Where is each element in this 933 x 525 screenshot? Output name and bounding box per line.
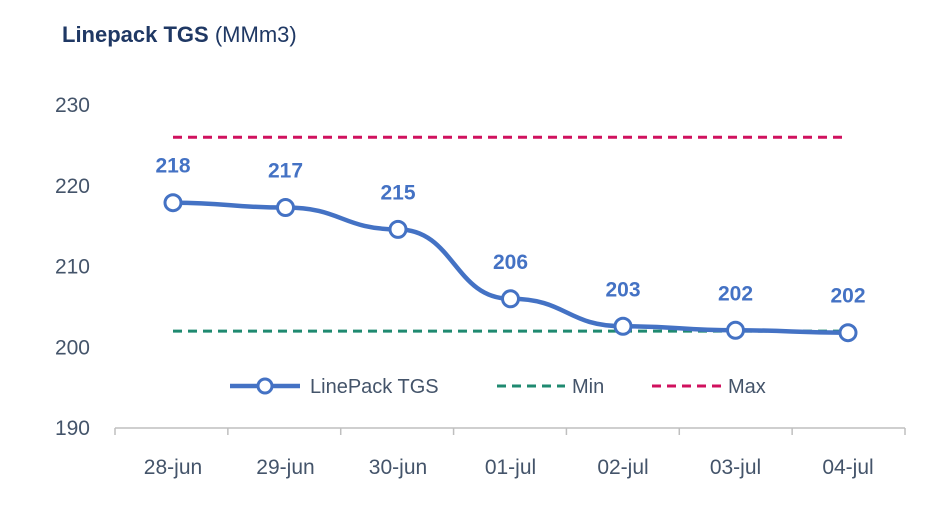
linepack-point-marker — [501, 289, 520, 309]
x-tick-label: 30-jun — [369, 456, 427, 479]
linepack-point-marker — [613, 316, 633, 336]
chart-title-main: Linepack TGS — [62, 22, 209, 47]
data-label: 217 — [268, 160, 303, 183]
y-tick-label: 190 — [55, 417, 90, 440]
y-tick-label: 220 — [55, 175, 90, 198]
x-tick-label: 28-jun — [144, 456, 202, 479]
x-tick-label: 29-jun — [256, 456, 314, 479]
data-label: 203 — [605, 278, 640, 301]
y-tick-label: 200 — [55, 336, 90, 359]
x-tick-label: 03-jul — [710, 456, 761, 479]
data-label: 202 — [718, 282, 753, 305]
legend-linepack-marker — [256, 377, 274, 395]
chart-title: Linepack TGS (MMm3) — [62, 22, 297, 48]
data-label: 218 — [155, 155, 190, 178]
x-tick-label: 02-jul — [597, 456, 648, 479]
x-tick-label: 04-jul — [822, 456, 873, 479]
data-label: 202 — [830, 285, 865, 308]
legend-max-label: Max — [728, 376, 766, 398]
linepack-point-marker — [388, 219, 408, 239]
linepack-point-marker — [726, 320, 745, 340]
data-label: 206 — [493, 251, 528, 274]
linepack-point-marker — [163, 193, 183, 213]
data-label: 215 — [380, 181, 415, 204]
linepack-point-marker — [276, 198, 295, 218]
x-tick-label: 01-jul — [485, 456, 536, 479]
y-tick-label: 210 — [55, 256, 90, 279]
legend-min-label: Min — [572, 376, 604, 398]
linepack-point-marker — [838, 323, 858, 343]
legend-linepack-label: LinePack TGS — [310, 376, 439, 398]
chart-title-unit: (MMm3) — [214, 22, 297, 47]
y-tick-label: 230 — [55, 94, 90, 117]
